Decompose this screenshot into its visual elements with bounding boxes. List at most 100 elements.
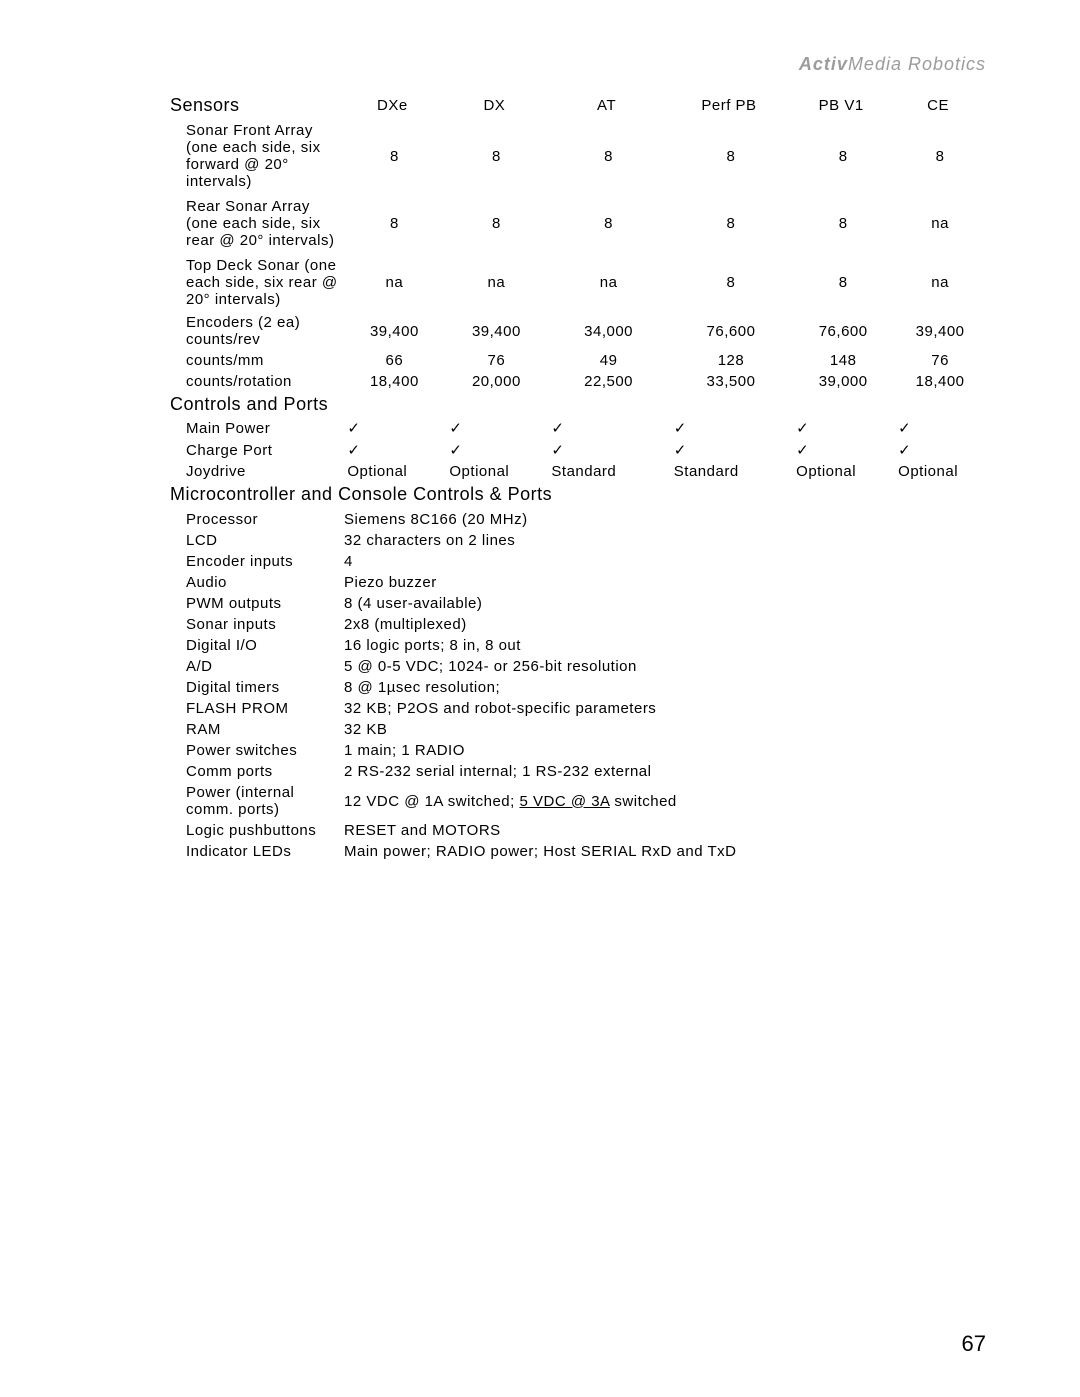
cell: na (547, 253, 669, 312)
col-header-ce: CE (894, 93, 986, 118)
kv-key: Indicator LEDs (170, 841, 340, 862)
cell: 8 (445, 194, 547, 253)
col-header-dx: DX (445, 93, 547, 118)
micro-row-7: A/D5 @ 0-5 VDC; 1024- or 256-bit resolut… (170, 656, 986, 677)
cell: 8 (547, 118, 669, 194)
micro-row-11: Power switches1 main; 1 RADIO (170, 740, 986, 761)
kv-key: Audio (170, 572, 340, 593)
cell: 8 (547, 194, 669, 253)
val-link: 5 VDC @ 3A (519, 793, 609, 810)
cell: 22,500 (547, 371, 669, 392)
cell: 49 (547, 350, 669, 371)
cell: na (894, 253, 986, 312)
section-micro-header: Microcontroller and Console Controls & P… (170, 482, 986, 507)
brand-strong: Activ (799, 54, 848, 74)
kv-val: Piezo buzzer (340, 572, 986, 593)
kv-val: RESET and MOTORS (340, 820, 986, 841)
cell: 39,000 (792, 371, 894, 392)
sensors-row-3: Encoders (2 ea) counts/rev 39,400 39,400… (170, 312, 986, 350)
cell: 18,400 (894, 371, 986, 392)
kv-val: 5 @ 0-5 VDC; 1024- or 256-bit resolution (340, 656, 986, 677)
sensors-row-0: Sonar Front Array (one each side, six fo… (170, 118, 986, 194)
row-label: Main Power (170, 417, 343, 439)
page-number: 67 (962, 1331, 986, 1357)
kv-key: Digital timers (170, 677, 340, 698)
row-label: Charge Port (170, 439, 343, 461)
row-label: counts/mm (170, 350, 343, 371)
kv-key: Sonar inputs (170, 614, 340, 635)
controls-row-2: Joydrive Optional Optional Standard Stan… (170, 461, 986, 482)
sensors-row-4: counts/mm 66 76 49 128 148 76 (170, 350, 986, 371)
cell: 18,400 (343, 371, 445, 392)
row-label: Encoders (2 ea) counts/rev (170, 312, 343, 350)
kv-val: 32 characters on 2 lines (340, 530, 986, 551)
section-controls-header: Controls and Ports (170, 392, 986, 417)
row-label: Top Deck Sonar (one each side, six rear … (170, 253, 343, 312)
cell: Optional (445, 461, 547, 482)
kv-key: LCD (170, 530, 340, 551)
cell: 34,000 (547, 312, 669, 350)
cell: 39,400 (894, 312, 986, 350)
sensors-row-2: Top Deck Sonar (one each side, six rear … (170, 253, 986, 312)
micro-row-4: PWM outputs8 (4 user-available) (170, 593, 986, 614)
cell: 8 (792, 253, 894, 312)
kv-key: A/D (170, 656, 340, 677)
cell: 8 (792, 118, 894, 194)
kv-key: Power (internal comm. ports) (170, 782, 340, 820)
section-controls-title: Controls and Ports (170, 392, 986, 417)
cell: 39,400 (445, 312, 547, 350)
cell: 76,600 (792, 312, 894, 350)
cell: 20,000 (445, 371, 547, 392)
micro-row-8: Digital timers8 @ 1µsec resolution; (170, 677, 986, 698)
section-micro-title: Microcontroller and Console Controls & P… (170, 482, 986, 507)
cell: 148 (792, 350, 894, 371)
kv-val: 1 main; 1 RADIO (340, 740, 986, 761)
cell: 8 (670, 118, 792, 194)
cell: Standard (670, 461, 792, 482)
kv-key: Processor (170, 509, 340, 530)
row-label: Sonar Front Array (one each side, six fo… (170, 118, 343, 194)
micro-row-6: Digital I/O16 logic ports; 8 in, 8 out (170, 635, 986, 656)
micro-row-3: AudioPiezo buzzer (170, 572, 986, 593)
section-sensors-header: Sensors DXe DX AT Perf PB PB V1 CE (170, 93, 986, 118)
check-icon: ✓ (547, 417, 669, 439)
micro-row-12: Comm ports2 RS-232 serial internal; 1 RS… (170, 761, 986, 782)
micro-row-1: LCD32 characters on 2 lines (170, 530, 986, 551)
kv-val: Main power; RADIO power; Host SERIAL RxD… (340, 841, 986, 862)
micro-row-5: Sonar inputs2x8 (multiplexed) (170, 614, 986, 635)
cell: 33,500 (670, 371, 792, 392)
check-icon: ✓ (547, 439, 669, 461)
kv-val: 4 (340, 551, 986, 572)
val-pre: 12 VDC @ 1A switched; (344, 793, 519, 810)
check-icon: ✓ (792, 439, 894, 461)
kv-val: 12 VDC @ 1A switched; 5 VDC @ 3A switche… (340, 782, 986, 820)
cell: 128 (670, 350, 792, 371)
kv-val: Siemens 8C166 (20 MHz) (340, 509, 986, 530)
kv-key: Comm ports (170, 761, 340, 782)
micro-row-14: Logic pushbuttonsRESET and MOTORS (170, 820, 986, 841)
kv-key: Logic pushbuttons (170, 820, 340, 841)
row-label: Joydrive (170, 461, 343, 482)
cell: 76 (445, 350, 547, 371)
micro-row-15: Indicator LEDsMain power; RADIO power; H… (170, 841, 986, 862)
cell: na (343, 253, 445, 312)
cell: 8 (445, 118, 547, 194)
kv-val: 8 (4 user-available) (340, 593, 986, 614)
check-icon: ✓ (894, 417, 986, 439)
micro-row-0: ProcessorSiemens 8C166 (20 MHz) (170, 509, 986, 530)
col-header-at: AT (547, 93, 669, 118)
controls-row-0: Main Power ✓ ✓ ✓ ✓ ✓ ✓ (170, 417, 986, 439)
spec-table: Sensors DXe DX AT Perf PB PB V1 CE Sonar… (170, 93, 986, 507)
cell: 8 (894, 118, 986, 194)
cell: 8 (343, 118, 445, 194)
controls-row-1: Charge Port ✓ ✓ ✓ ✓ ✓ ✓ (170, 439, 986, 461)
cell: Optional (792, 461, 894, 482)
kv-val: 32 KB; P2OS and robot-specific parameter… (340, 698, 986, 719)
kv-val: 8 @ 1µsec resolution; (340, 677, 986, 698)
cell: Optional (343, 461, 445, 482)
col-header-perfpb: Perf PB (670, 93, 792, 118)
check-icon: ✓ (670, 417, 792, 439)
kv-val: 16 logic ports; 8 in, 8 out (340, 635, 986, 656)
cell: Standard (547, 461, 669, 482)
kv-key: Power switches (170, 740, 340, 761)
